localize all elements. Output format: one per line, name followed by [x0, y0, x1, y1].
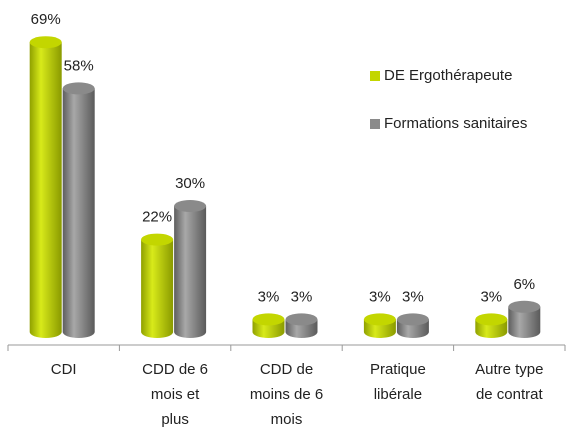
- x-tick-label: Pratique libérale: [370, 361, 426, 403]
- bar-top: [252, 313, 285, 326]
- data-label: 22%: [142, 209, 172, 226]
- bar-top: [475, 313, 508, 326]
- data-label: 3%: [258, 288, 280, 305]
- legend-swatch: [370, 71, 380, 81]
- bar-top: [174, 200, 207, 212]
- bar: [62, 88, 95, 338]
- data-label: 3%: [291, 288, 313, 305]
- bar-top: [285, 313, 318, 326]
- bar-top: [396, 313, 429, 326]
- data-label: 3%: [480, 288, 502, 305]
- bar-top: [363, 313, 396, 326]
- legend-label: DE Ergothérapeute: [384, 67, 512, 84]
- data-label: 6%: [513, 276, 535, 293]
- data-label: 30%: [175, 175, 205, 192]
- bar-top: [62, 82, 95, 95]
- bar: [174, 206, 207, 338]
- data-label: 58%: [64, 57, 94, 74]
- x-tick-label: Autre type de contrat: [475, 361, 543, 403]
- bar: [508, 306, 541, 338]
- bar-top: [29, 36, 62, 49]
- bar-top: [508, 300, 541, 313]
- bar-top: [141, 233, 174, 246]
- x-tick-label: CDD de 6 mois et plus: [142, 361, 208, 428]
- legend-swatch: [370, 119, 380, 129]
- x-tick-label: CDD de moins de 6 mois: [250, 361, 323, 428]
- x-tick-label: CDI: [51, 361, 77, 378]
- data-label: 3%: [402, 288, 424, 305]
- data-label: 3%: [369, 288, 391, 305]
- bar: [29, 42, 62, 338]
- bar: [141, 239, 174, 338]
- data-label: 69%: [31, 11, 61, 28]
- legend-label: Formations sanitaires: [384, 115, 527, 132]
